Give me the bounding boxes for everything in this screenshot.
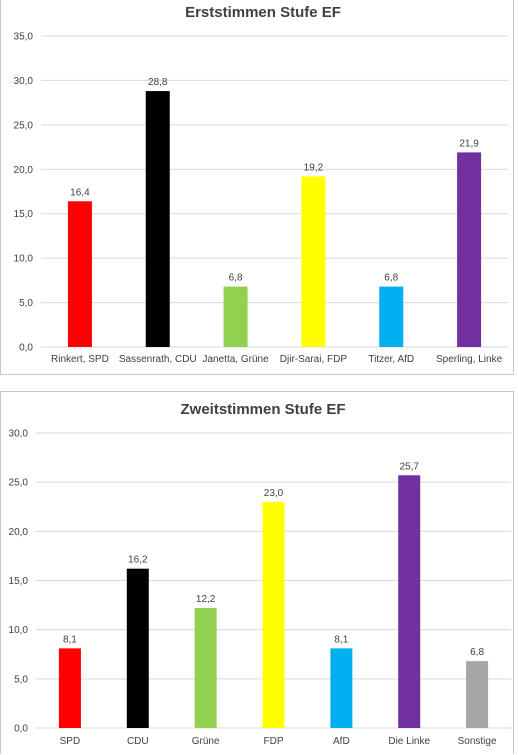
x-tick-label: Sperling, Linke <box>436 354 503 365</box>
y-tick-label: 0,0 <box>19 343 33 354</box>
y-tick-label: 25,0 <box>9 478 29 489</box>
y-tick-label: 35,0 <box>14 32 34 43</box>
data-label: 6,8 <box>470 647 484 658</box>
bar <box>67 201 92 347</box>
bar <box>145 91 170 347</box>
x-tick-label: Sassenrath, CDU <box>119 354 197 365</box>
y-tick-label: 25,0 <box>14 120 34 131</box>
data-label: 28,8 <box>148 77 168 88</box>
bar <box>126 568 149 728</box>
bar <box>379 286 404 347</box>
bar <box>466 661 489 728</box>
chart-zweitstimmen-svg: Zweitstimmen Stufe EF 0,0 5,0 10,0 15,0 20,0… <box>9 401 511 747</box>
data-label: 6,8 <box>384 273 398 284</box>
chart-erststimmen-svg: Erststimmen Stufe EF 0,0 5,0 10,0 15,0 20,0 2… <box>14 4 508 365</box>
bar <box>330 648 353 728</box>
x-tick-label: Sonstige <box>458 736 497 747</box>
data-label: 19,2 <box>304 162 324 173</box>
x-tick-label: SPD <box>60 736 81 747</box>
x-tick-label: CDU <box>127 736 149 747</box>
chart-zweitstimmen: Zweitstimmen Stufe EF 0,0 5,0 10,0 15,0 20,0… <box>0 391 514 754</box>
x-tick-label: Grüne <box>192 736 220 747</box>
bar <box>223 286 248 347</box>
y-tick-label: 0,0 <box>14 724 28 735</box>
y-tick-label: 15,0 <box>14 209 34 220</box>
x-tick-label: Die Linke <box>388 736 430 747</box>
y-tick-label: 20,0 <box>9 527 29 538</box>
y-tick-label: 15,0 <box>9 576 29 587</box>
y-tick-label: 30,0 <box>14 76 34 87</box>
data-label: 8,1 <box>334 634 348 645</box>
bar <box>301 176 326 347</box>
data-label: 25,7 <box>399 461 419 472</box>
x-tick-label: Rinkert, SPD <box>51 354 109 365</box>
y-tick-label: 20,0 <box>14 165 34 176</box>
bar <box>58 648 81 728</box>
data-label: 16,4 <box>70 187 90 198</box>
x-tick-label: Titzer, AfD <box>368 354 414 365</box>
data-label: 16,2 <box>128 555 148 566</box>
x-tick-label: AfD <box>333 736 350 747</box>
y-tick-label: 30,0 <box>9 429 29 440</box>
y-tick-label: 10,0 <box>14 254 34 265</box>
chart-erststimmen: Erststimmen Stufe EF 0,0 5,0 10,0 15,0 20,0 2… <box>0 0 514 375</box>
chart-title: Erststimmen Stufe EF <box>185 4 341 21</box>
data-label: 6,8 <box>229 273 243 284</box>
x-tick-label: FDP <box>264 736 284 747</box>
y-tick-label: 5,0 <box>14 674 28 685</box>
x-tick-label: Janetta, Grüne <box>203 354 270 365</box>
x-tick-label: Djir-Sarai, FDP <box>280 354 348 365</box>
data-label: 21,9 <box>459 138 479 149</box>
y-tick-label: 5,0 <box>19 298 33 309</box>
data-label: 8,1 <box>63 634 77 645</box>
bar <box>262 501 285 728</box>
data-label: 12,2 <box>196 594 216 605</box>
bar <box>194 608 217 728</box>
bar <box>457 152 482 347</box>
bar <box>398 475 421 728</box>
chart-title: Zweitstimmen Stufe EF <box>180 401 345 418</box>
y-tick-label: 10,0 <box>9 625 29 636</box>
data-label: 23,0 <box>264 488 284 499</box>
